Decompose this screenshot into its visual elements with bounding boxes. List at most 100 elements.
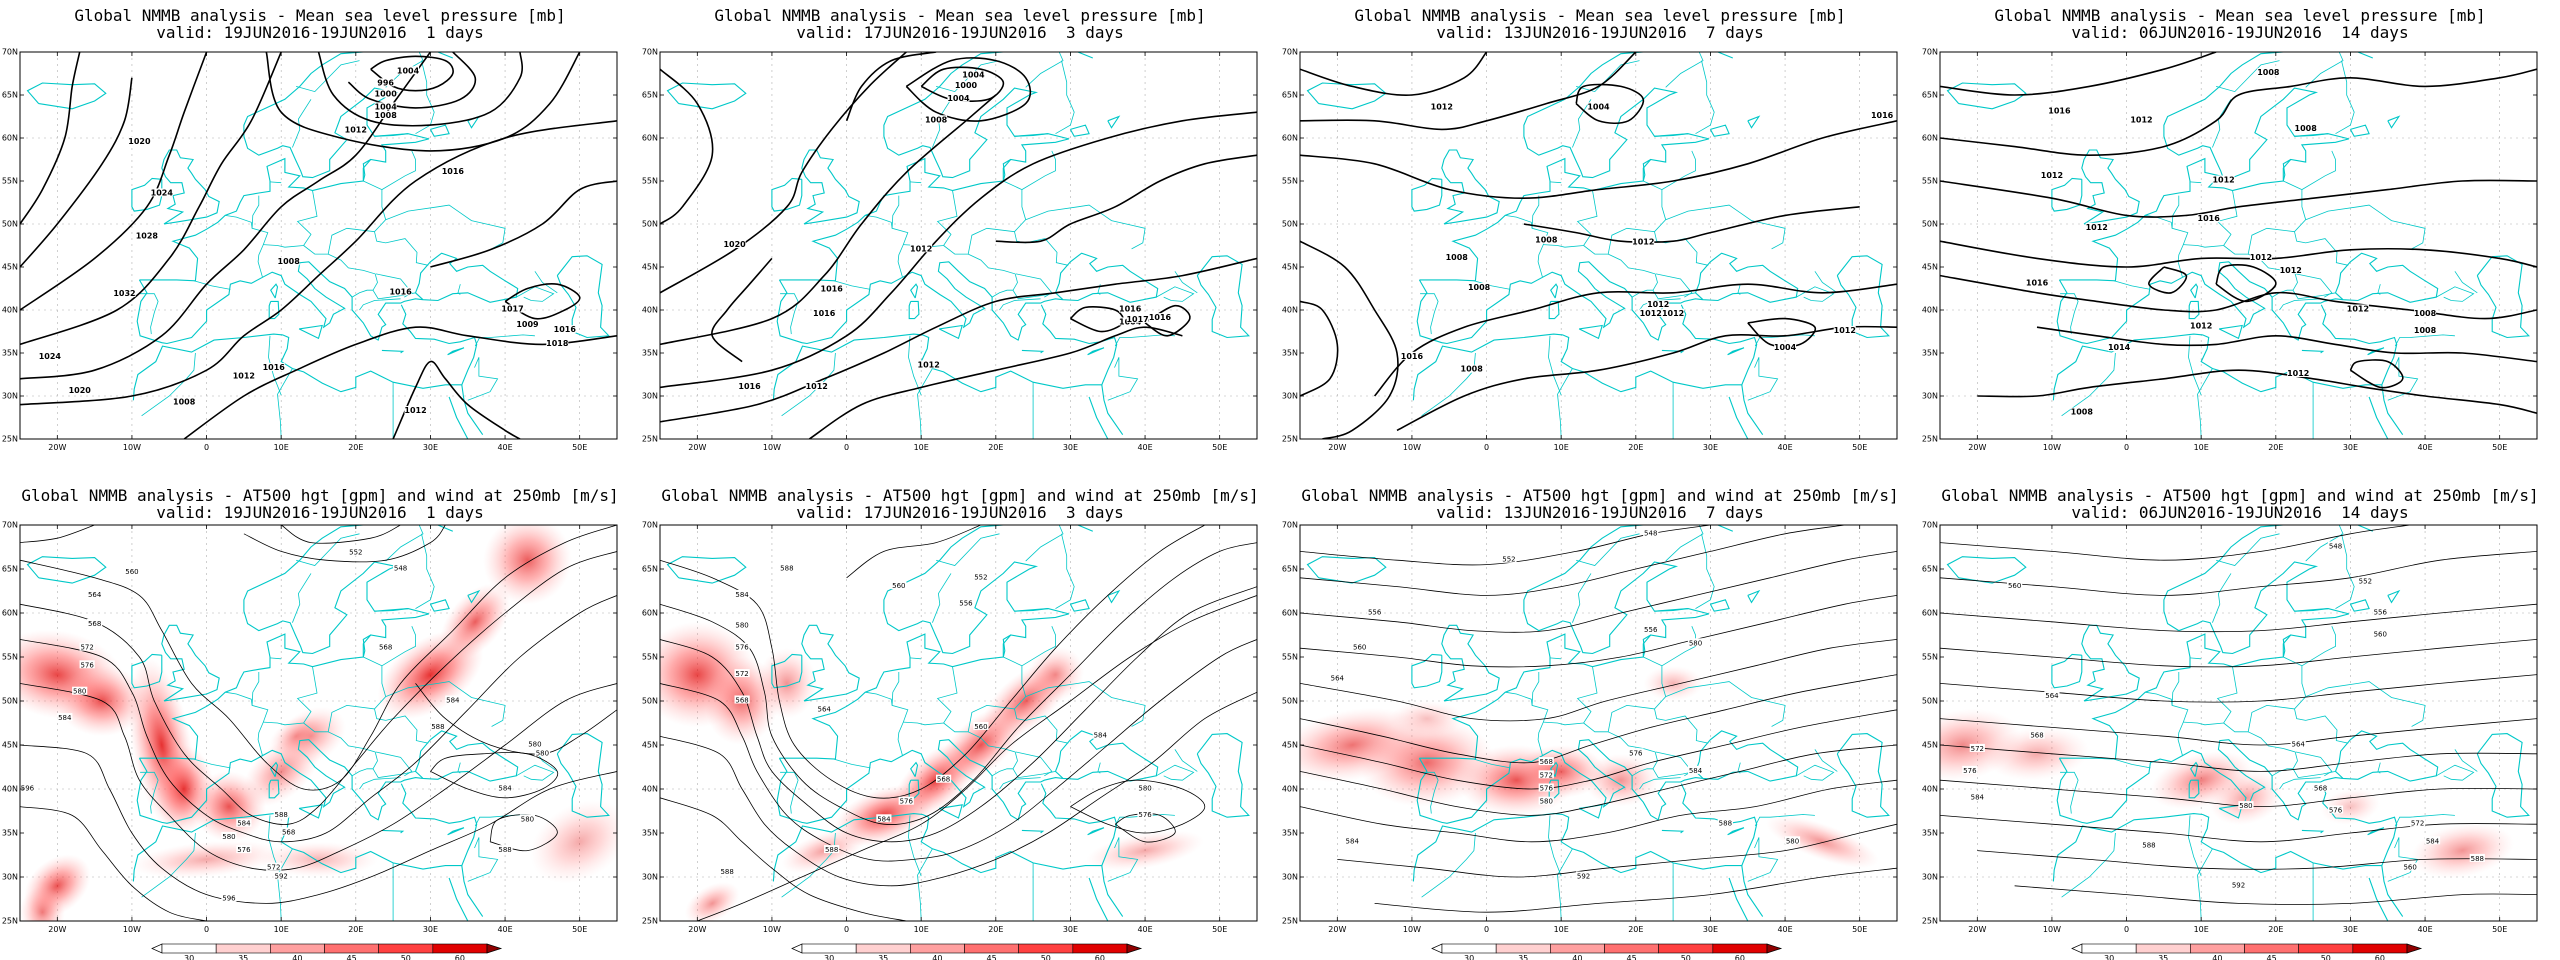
height-contour: [489, 814, 558, 852]
coastline: [1741, 865, 1764, 917]
lat-tick-label: 40N: [2, 785, 18, 794]
contour-label-bg: [441, 166, 464, 175]
coastline: [1003, 525, 1094, 532]
contour-label-bg: [2044, 691, 2060, 700]
lon-tick-label: 20E: [2268, 925, 2283, 934]
lon-tick-label: 20W: [48, 925, 66, 934]
country-border: [1543, 190, 1598, 248]
country-border: [2295, 751, 2333, 777]
contour-label: 548: [1644, 529, 1657, 537]
lon-tick-label: 30E: [1703, 925, 1718, 934]
height-contour: [697, 595, 1257, 921]
height-contour: [1300, 639, 1897, 722]
lon-tick-label: 20W: [1968, 443, 1986, 452]
country-border: [516, 764, 555, 781]
panel-title: Global NMMB analysis - AT500 hgt [gpm] a…: [1301, 486, 1899, 505]
contour-label: 1028: [136, 231, 159, 240]
lon-tick-label: 40E: [1137, 443, 1152, 452]
panel-subtitle: valid: 17JUN2016-19JUN2016 3 days: [796, 503, 1124, 522]
contour-label-bg: [173, 397, 196, 406]
contour-label: 1012: [2347, 305, 2369, 314]
contour-label: 1008: [2071, 408, 2094, 417]
map-z500-14: 560 548 552 556 560 564 568 572 576 580 584 588 592 5…: [1922, 521, 2538, 960]
colorbar-arrow-left: [151, 943, 163, 954]
coastline: [1643, 52, 1734, 59]
colorbar-tick-label: 50: [401, 954, 411, 960]
country-border: [263, 190, 318, 248]
lat-tick-label: 65N: [1922, 565, 1938, 574]
panel-title: Global NMMB analysis - AT500 hgt [gpm] a…: [661, 486, 1259, 505]
panel-subtitle: valid: 19JUN2016-19JUN2016 1 days: [156, 503, 484, 522]
contour-label: 580: [528, 741, 541, 749]
height-contour: [660, 586, 1257, 843]
map-frame: [1939, 51, 2538, 440]
country-border: [2271, 289, 2293, 298]
lat-tick-label: 65N: [1282, 91, 1298, 100]
height-contour: [20, 551, 617, 825]
contour-label-bg: [221, 893, 237, 902]
coastline: [461, 865, 484, 917]
contour-label-bg: [79, 642, 95, 651]
contour-label: 564: [2292, 741, 2306, 749]
country-border: [1796, 764, 1835, 781]
contour-label: 1016: [1149, 313, 1172, 322]
contour-label: 588: [825, 846, 838, 854]
contour-label-bg: [1352, 642, 1368, 651]
contour-label-bg: [2424, 836, 2441, 845]
lat-tick-label: 40N: [2, 306, 18, 315]
coastline: [883, 52, 1070, 179]
country-border: [780, 293, 799, 335]
isobar: [1300, 52, 1637, 131]
contour-label: 548: [394, 565, 407, 573]
coastline: [139, 613, 430, 760]
country-border: [141, 352, 196, 417]
country-border: [2305, 52, 2344, 88]
contour-label-bg: [150, 188, 173, 197]
country-border: [943, 180, 1027, 255]
coastline: [910, 283, 919, 299]
lat-tick-label: 60N: [1922, 134, 1938, 143]
map-background: [20, 52, 617, 439]
coastline: [1002, 634, 1011, 658]
coastline: [2476, 255, 2530, 339]
coastline: [2301, 349, 2325, 354]
country-border: [999, 298, 1041, 311]
country-border: [943, 656, 1027, 733]
contour-label: 1012: [1834, 326, 1856, 335]
country-border: [1015, 273, 1053, 298]
z500-panel-3day: Global NMMB analysis - AT500 hgt [gpm] a…: [640, 480, 1280, 960]
coastline: [2381, 865, 2404, 917]
coastline: [2294, 133, 2329, 137]
coastline: [363, 52, 454, 59]
contour-label: 588: [275, 811, 288, 819]
height-contour: [660, 525, 1206, 799]
country-border: [2223, 656, 2307, 733]
country-border: [1055, 60, 1075, 135]
country-border: [2188, 335, 2202, 396]
colorbar: 30 35 40 45 50 60: [1431, 943, 1783, 960]
lon-tick-label: 0: [1484, 443, 1489, 452]
country-border: [1097, 762, 1101, 774]
contour-label: 1008: [1461, 365, 1484, 374]
coastline: [2349, 124, 2370, 137]
lat-tick-label: 30N: [2, 873, 18, 882]
coastline: [1523, 52, 1710, 179]
country-border: [251, 672, 260, 706]
contour-label-bg: [1628, 748, 1644, 757]
coastline: [1709, 124, 1730, 137]
contour-label: 560: [125, 568, 138, 576]
country-border: [991, 768, 1013, 777]
coastline: [1014, 133, 1049, 137]
contour-label: 584: [735, 591, 749, 599]
coastline: [1101, 384, 1124, 436]
contour-label: 572: [80, 644, 93, 652]
lat-tick-label: 70N: [2, 48, 18, 57]
contour-label-bg: [734, 695, 750, 704]
jet-max: [268, 714, 324, 758]
map-frame: [1299, 51, 1898, 440]
contour-label-bg: [2212, 175, 2235, 184]
country-border: [917, 368, 933, 439]
country-border: [359, 777, 401, 790]
z500-panel-14day: Global NMMB analysis - AT500 hgt [gpm] a…: [1920, 480, 2560, 960]
coastline: [910, 761, 919, 777]
